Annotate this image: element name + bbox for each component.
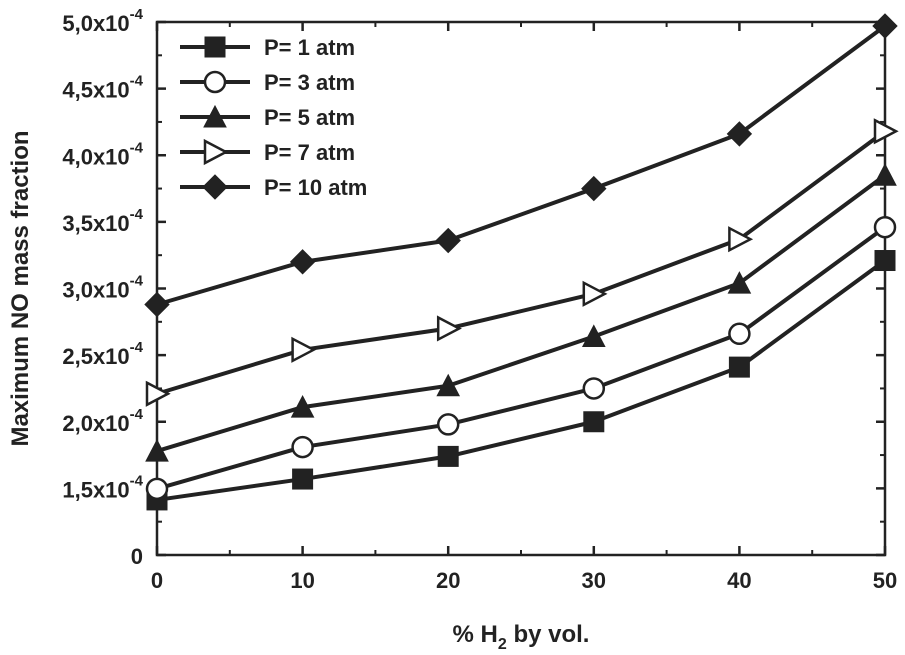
series-line (156, 225, 887, 491)
series-5 (144, 13, 898, 318)
data-point (437, 445, 459, 467)
series-line (156, 24, 887, 307)
data-point (583, 411, 605, 433)
data-point (872, 13, 898, 39)
data-point (292, 468, 314, 490)
legend-label: P= 5 atm (264, 105, 355, 130)
series-2 (145, 215, 897, 501)
data-point (581, 175, 607, 202)
data-point (728, 322, 751, 346)
y-axis-title: Maximum NO mass fraction (7, 130, 34, 446)
data-point (290, 395, 315, 418)
y-tick-label: 4,5x10-4 (62, 73, 143, 103)
legend-label: P= 3 atm (264, 70, 355, 95)
data-point (873, 163, 897, 186)
y-tick-label: 4,0x10-4 (62, 139, 143, 169)
legend-marker (203, 70, 227, 94)
x-tick-label: 40 (727, 568, 751, 593)
legend-label: P= 7 atm (264, 140, 355, 165)
data-point (435, 227, 461, 254)
legend-marker (203, 104, 227, 128)
data-point (145, 380, 171, 407)
data-point (581, 324, 606, 347)
data-point (436, 413, 460, 436)
legend-label: P= 10 atm (264, 175, 367, 200)
x-tick-label: 50 (873, 568, 897, 593)
x-tick-label: 10 (290, 568, 314, 593)
series-3 (145, 163, 897, 462)
plot-frame (155, 20, 887, 557)
y-tick-label: 3,5x10-4 (62, 206, 143, 236)
data-point (727, 271, 752, 294)
x-tick-label: 0 (151, 568, 163, 593)
legend-entry: P= 7 atm (180, 138, 355, 166)
legend-marker (204, 36, 226, 58)
x-tick-label: 30 (582, 568, 606, 593)
data-point (874, 250, 896, 272)
data-point (582, 280, 608, 307)
data-point (436, 315, 462, 342)
data-point (145, 438, 169, 462)
series-line (156, 173, 887, 453)
legend-marker (202, 174, 228, 200)
legend-entry: P= 10 atm (180, 174, 367, 200)
x-axis-title: % H2 by vol. (453, 621, 590, 653)
data-point (873, 118, 899, 145)
data-point (436, 373, 461, 397)
data-point (873, 215, 897, 239)
legend-entry: P= 3 atm (180, 70, 355, 95)
data-point (144, 291, 170, 318)
y-tick-label: 2,0x10-4 (62, 406, 143, 436)
legend-marker (203, 138, 229, 166)
series-4 (145, 118, 899, 407)
data-point (728, 226, 754, 253)
data-point (726, 121, 753, 147)
data-point (291, 336, 317, 363)
legend-entry: P= 1 atm (180, 35, 355, 60)
legend-label: P= 1 atm (264, 35, 355, 60)
y-tick-label: 0 (131, 544, 143, 569)
legend-entry: P= 5 atm (180, 104, 355, 130)
y-tick-label: 5,0x10-4 (62, 6, 143, 36)
data-point (291, 435, 314, 459)
series-line (156, 258, 887, 502)
data-point (728, 356, 750, 378)
y-tick-label: 2,5x10-4 (62, 339, 143, 369)
data-point (145, 477, 169, 501)
data-point (582, 377, 606, 400)
x-tick-label: 20 (436, 568, 460, 593)
y-tick-label: 1,5x10-4 (62, 472, 143, 502)
series-line (156, 129, 887, 396)
data-point (289, 249, 316, 275)
series-1 (146, 250, 896, 511)
y-tick-label: 3,0x10-4 (62, 273, 143, 303)
